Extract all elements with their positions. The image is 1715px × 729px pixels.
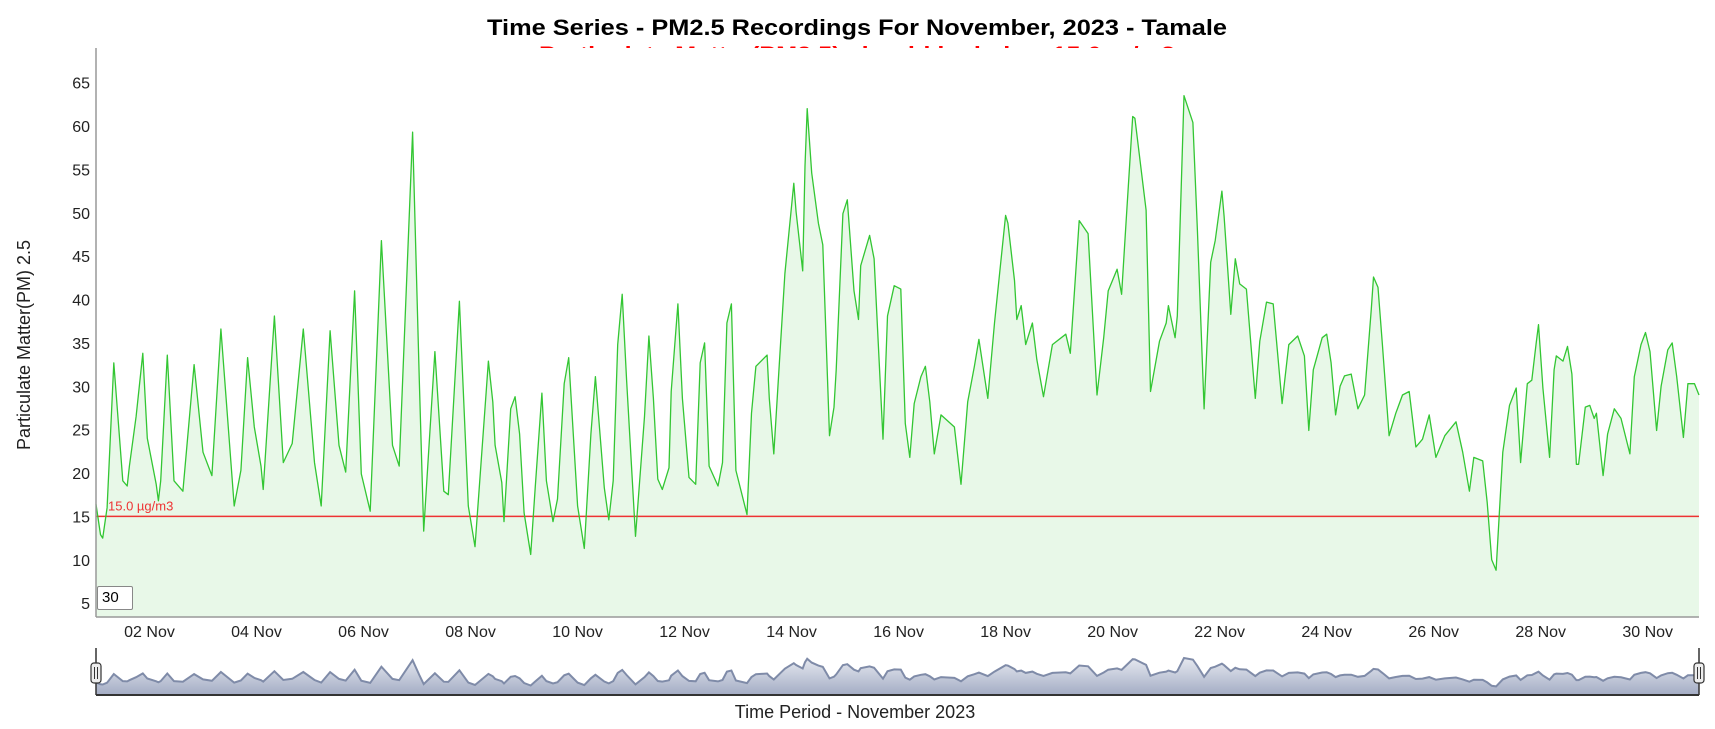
y-tick-label: 65 bbox=[72, 76, 90, 93]
x-tick-label: 02 Nov bbox=[124, 624, 175, 641]
x-tick-label: 20 Nov bbox=[1087, 624, 1138, 641]
y-tick-label: 40 bbox=[72, 293, 90, 310]
y-tick-label: 15 bbox=[72, 509, 90, 526]
y-tick-label: 20 bbox=[72, 466, 90, 483]
y-tick-label: 55 bbox=[72, 162, 90, 179]
threshold-label: 15.0 µg/m3 bbox=[108, 498, 173, 513]
y-tick-label: 25 bbox=[72, 423, 90, 440]
x-tick-label: 18 Nov bbox=[980, 624, 1031, 641]
handle-grip-icon bbox=[90, 662, 102, 684]
x-tick-label: 04 Nov bbox=[231, 624, 282, 641]
y-axis-label: Particulate Matter(PM) 2.5 bbox=[14, 240, 34, 450]
y-axis: 5 10 15 20 25 30 35 40 45 50 55 60 65 bbox=[72, 76, 90, 613]
y-tick-label: 30 bbox=[72, 379, 90, 396]
series-area-fill bbox=[96, 95, 1699, 617]
x-axis-label: Time Period - November 2023 bbox=[735, 702, 975, 722]
chart-title: Time Series - PM2.5 Recordings For Novem… bbox=[487, 15, 1227, 40]
range-handle-right[interactable] bbox=[1693, 662, 1705, 684]
series-line bbox=[95, 95, 1700, 571]
x-tick-label: 06 Nov bbox=[338, 624, 389, 641]
x-tick-label: 28 Nov bbox=[1515, 624, 1566, 641]
x-tick-label: 22 Nov bbox=[1194, 624, 1245, 641]
y-tick-label: 5 bbox=[81, 596, 90, 613]
plot-area[interactable]: 15.0 µg/m3 bbox=[95, 48, 1700, 618]
x-tick-label: 10 Nov bbox=[552, 624, 603, 641]
range-handle-left[interactable] bbox=[90, 662, 102, 684]
x-tick-label: 14 Nov bbox=[766, 624, 817, 641]
range-selector-fill bbox=[96, 658, 1699, 695]
x-tick-label: 30 Nov bbox=[1622, 624, 1673, 641]
x-tick-label: 16 Nov bbox=[873, 624, 924, 641]
range-selector-line bbox=[95, 656, 1700, 688]
x-tick-label: 24 Nov bbox=[1301, 624, 1352, 641]
y-tick-label: 35 bbox=[72, 336, 90, 353]
y-tick-label: 50 bbox=[72, 206, 90, 223]
y-tick-label: 45 bbox=[72, 249, 90, 266]
rolling-period-input[interactable]: 30 bbox=[97, 586, 133, 610]
x-tick-label: 12 Nov bbox=[659, 624, 710, 641]
x-tick-label: 26 Nov bbox=[1408, 624, 1459, 641]
y-tick-label: 10 bbox=[72, 553, 90, 570]
range-selector[interactable] bbox=[90, 648, 1705, 696]
x-tick-label: 08 Nov bbox=[445, 624, 496, 641]
x-axis: 02 Nov 04 Nov 06 Nov 08 Nov 10 Nov 12 Nov 14 N… bbox=[124, 624, 1673, 641]
handle-grip-icon bbox=[1693, 662, 1705, 684]
y-tick-label: 60 bbox=[72, 119, 90, 136]
